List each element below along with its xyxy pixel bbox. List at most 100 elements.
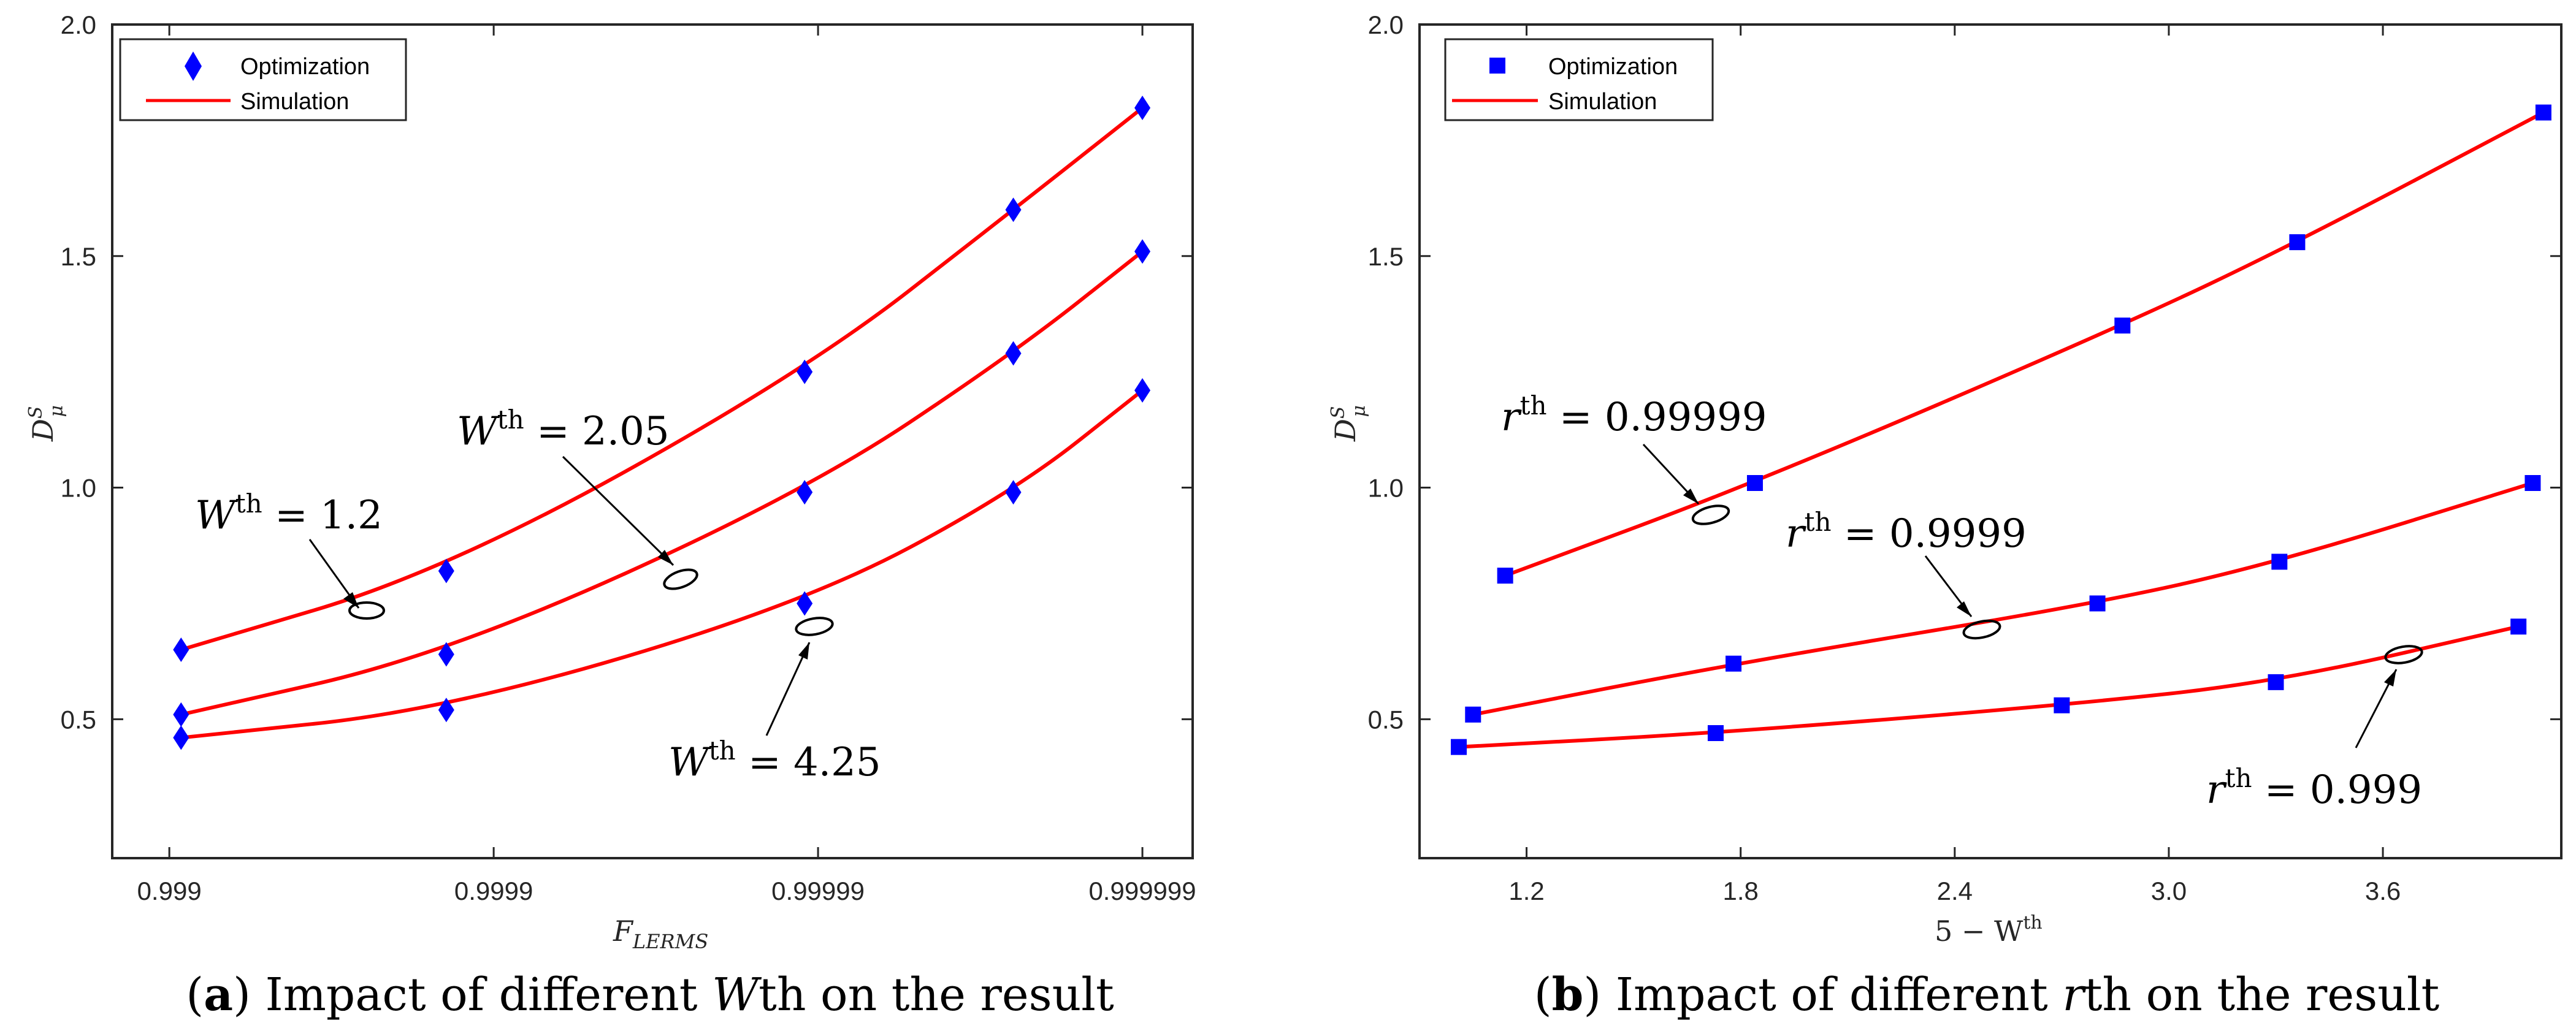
legend-box: [1444, 38, 1714, 121]
annotation-ellipse: [1691, 504, 1730, 525]
optimization-point: [1134, 378, 1151, 403]
y-tick-label: 0.5: [61, 705, 96, 734]
y-axis-label: DSμ: [25, 405, 67, 442]
optimization-point: [173, 702, 189, 727]
optimization-point: [1134, 96, 1151, 120]
legend: Optimization Simulation: [1444, 38, 1714, 121]
arrow-head: [2384, 669, 2396, 687]
annotation-ellipse: [795, 617, 834, 636]
optimization-point: [173, 725, 189, 750]
optimization-point: [797, 591, 813, 616]
simulation-line-series-0: [1504, 110, 2545, 577]
optimization-point: [2510, 618, 2527, 635]
legend-diamond-marker: [185, 51, 202, 81]
y-tick-label: 1.5: [1368, 242, 1404, 271]
optimization-point: [438, 642, 454, 667]
optimization-point: [1005, 341, 1022, 366]
simulation-line-series-0: [180, 106, 1144, 652]
optimization-point: [2271, 554, 2288, 570]
y-tick-label: 2.0: [1368, 10, 1404, 39]
optimization-point: [1465, 706, 1481, 723]
simulation-line-series-2: [1458, 625, 2519, 749]
optimization-point: [1746, 475, 1763, 491]
x-axis-label: 5 − Wth: [1935, 912, 2043, 948]
optimization-point: [1451, 739, 1467, 755]
annotation-ellipse: [1962, 619, 2001, 640]
optimization-point: [1707, 725, 1724, 741]
x-tick-label: 0.999999: [1088, 877, 1196, 905]
simulation-line-series-2: [180, 389, 1144, 740]
optimization-point: [2114, 318, 2131, 334]
optimization-point: [797, 359, 813, 384]
caption-b: (b) Impact of different rth on the resul…: [1534, 968, 2440, 1021]
plot-area-frame: [111, 23, 1194, 859]
optimization-point: [2054, 697, 2070, 713]
simulation-line-series-1: [180, 249, 1144, 717]
optimization-point: [2524, 475, 2541, 491]
x-tick-label: 0.9999: [454, 877, 533, 905]
legend-optimization-label: Optimization: [1548, 54, 1678, 80]
annotation-r-0-9999: rth = 0.9999: [1786, 507, 2027, 640]
optimization-markers: [173, 96, 1151, 750]
optimization-point: [1134, 239, 1151, 264]
y-tick-label: 1.0: [61, 474, 96, 503]
legend-simulation-label: Simulation: [240, 89, 349, 115]
annotation-r-0-99999: rth = 0.99999: [1501, 390, 1767, 525]
y-axis-label: DSμ: [1328, 405, 1370, 442]
annotation-ellipse: [2384, 645, 2423, 664]
x-tick-label: 0.99999: [771, 877, 865, 905]
plot-area-frame: [1418, 23, 2563, 859]
legend-box: [119, 38, 407, 121]
arrow-head: [658, 550, 673, 565]
simulation-lines: [180, 106, 1144, 740]
optimization-point: [1005, 480, 1022, 505]
legend-simulation-label: Simulation: [1548, 89, 1657, 115]
annotation-arrow: [562, 455, 675, 566]
optimization-point: [2268, 674, 2284, 690]
panel-a: 0.51.01.52.0 0.999 0.9999 0.99999 0.999999 …: [25, 10, 1196, 1021]
optimization-point: [2535, 104, 2551, 121]
y-tick-label: 1.0: [1368, 474, 1404, 503]
y-tick-label: 0.5: [1368, 705, 1404, 734]
svg-text:Wth = 4.25: Wth = 4.25: [668, 736, 881, 785]
svg-text:rth = 0.999: rth = 0.999: [2206, 763, 2422, 813]
x-tick-label: 3.6: [2365, 877, 2401, 905]
arrow-head: [798, 642, 809, 660]
simulation-line-series-1: [1472, 481, 2534, 717]
optimization-point: [797, 480, 813, 505]
x-axis-ticks: 0.999 0.9999 0.99999 0.999999: [137, 25, 1196, 905]
annotation-ellipse: [663, 568, 698, 590]
x-axis-ticks: 1.2 1.8 2.4 3.0 3.6: [1508, 25, 2401, 905]
annotation-w-4-25: Wth = 4.25: [668, 617, 881, 785]
y-tick-label: 1.5: [61, 242, 96, 271]
legend-square-marker: [1489, 58, 1505, 74]
legend: Optimization Simulation: [119, 38, 407, 121]
y-tick-label: 2.0: [61, 10, 96, 39]
annotation-w-1-2: Wth = 1.2: [195, 489, 385, 620]
x-tick-label: 1.2: [1508, 877, 1544, 905]
arrow-head: [1683, 489, 1699, 504]
caption-a: (a) Impact of different Wth on the resul…: [186, 968, 1114, 1021]
panel-b: 0.5 1.0 1.5 2.0 1.2 1.8 2.4 3.0 3.6 Optimizatio…: [1328, 10, 2563, 1021]
x-tick-label: 3.0: [2151, 877, 2187, 905]
optimization-point: [438, 558, 454, 584]
svg-text:rth = 0.9999: rth = 0.9999: [1786, 507, 2027, 557]
optimization-point: [438, 698, 454, 723]
optimization-point: [173, 637, 189, 662]
optimization-point: [1005, 197, 1022, 223]
y-axis-ticks: 0.5 1.0 1.5 2.0: [1368, 10, 2561, 734]
x-tick-label: 2.4: [1937, 877, 1973, 905]
x-tick-label: 1.8: [1722, 877, 1758, 905]
optimization-point: [2089, 595, 2106, 612]
x-tick-label: 0.999: [137, 877, 202, 905]
annotation-r-0-999: rth = 0.999: [2206, 645, 2423, 813]
annotation-w-2-05: Wth = 2.05: [457, 405, 698, 590]
y-axis-ticks: 0.5 1.0 1.5 2.0: [61, 10, 1193, 734]
simulation-lines: [1458, 110, 2545, 749]
arrow-head: [1957, 601, 1971, 617]
svg-text:Wth = 2.05: Wth = 2.05: [457, 405, 670, 454]
optimization-point: [1726, 655, 1742, 672]
x-axis-label: FLERMS: [613, 915, 708, 953]
optimization-point: [2289, 234, 2306, 251]
